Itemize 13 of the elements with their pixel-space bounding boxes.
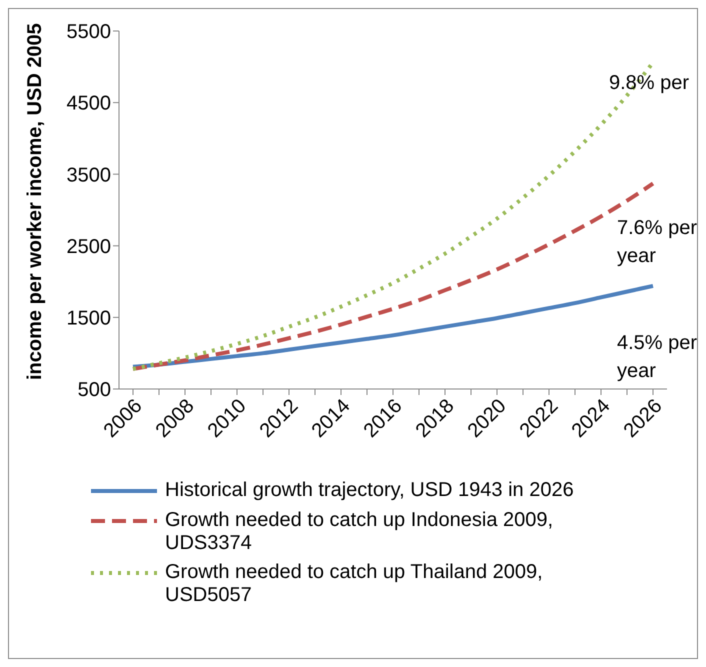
y-axis-title: income per worker income, USD 2005 <box>24 23 46 380</box>
annotation: 9.8% per <box>609 71 690 96</box>
y-tick-label: 1500 <box>66 308 111 330</box>
annotation: 7.6% per year <box>617 216 698 269</box>
legend-label: Growth needed to catch up Thailand 2009, USD5057 <box>165 561 544 607</box>
annotation: 4.5% per year <box>617 331 698 384</box>
y-tick-label: 4500 <box>66 92 111 115</box>
legend-label: Growth needed to catch up Indonesia 2009, UDS3374 <box>165 509 554 555</box>
y-tick-label: 3500 <box>66 164 111 186</box>
legend-label: Historical growth trajectory, USD 1943 in 2026 <box>165 479 574 502</box>
y-tick-label: 500 <box>78 379 111 402</box>
y-tick-label: 2500 <box>66 236 111 258</box>
y-tick-label: 5500 <box>66 21 111 44</box>
